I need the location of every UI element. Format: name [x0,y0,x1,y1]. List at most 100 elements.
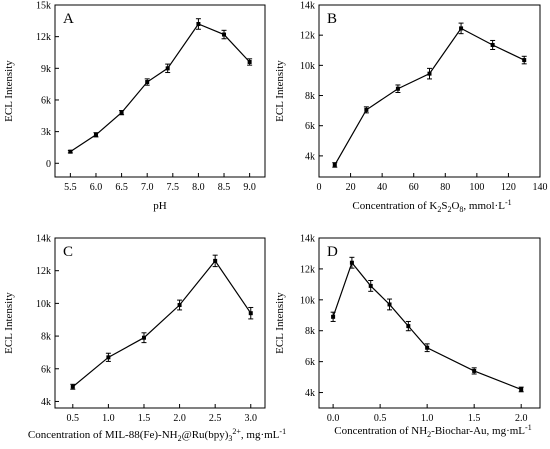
panel-b-y-axis-label: ECL Intensity [274,60,286,122]
panel-d-letter: D [327,244,338,260]
panel-c-x-axis-label: Concentration of MIL-88(Fe)-NH2@Ru(bpy)3… [28,427,286,443]
panel-c: 0.5 1.0 1.5 2.0 2.5 3.0 4k 6k 8k 10k 12k 14k C Concen… [3,234,286,444]
panel-b-frame [318,4,541,178]
panel-d-data-point [349,260,354,265]
panel-a-data-point [68,149,73,154]
panel-a-y-tick-label: 6k [41,95,51,106]
panel-c-data-point [248,311,253,316]
panel-b-x-tick-label: 40 [377,182,387,193]
panel-c-x-tick-label: 1.0 [102,413,115,424]
panel-c-data-point [106,355,111,360]
panel-b-x-tick-label: 120 [501,182,516,193]
panel-d: 0.0 0.5 1.0 1.5 2.0 4k 6k 8k 10k 12k 14k D Concentra… [274,234,541,439]
panel-a-x-tick-label: 9.0 [243,182,256,193]
panel-c-y-tick-label: 6k [41,364,51,375]
panel-b-y-tick-label: 6k [305,121,315,132]
panel-c-y-tick-label: 10k [36,299,51,310]
panel-d-y-tick-label: 12k [300,264,315,275]
panel-a-y-tick-label: 15k [36,1,51,12]
panel-a-x-axis-label: pH [153,200,167,212]
panel-d-data-point [519,387,524,392]
panel-c-y-tick-label: 12k [36,266,51,277]
panel-a-data-point [119,110,124,115]
panel-c-letter: C [63,244,73,260]
panel-b-x-tick-label: 100 [469,182,484,193]
panel-a-y-tick-label: 12k [36,32,51,43]
panel-a-letter: A [63,11,74,27]
panel-d-y-tick-label: 4k [305,388,315,399]
panel-d-x-tick-label: 0.0 [327,413,340,424]
panel-a: 5.5 6.0 6.5 7.0 7.5 8.0 8.5 9.0 0 3k 6k 9k 12k 15k ApH… [3,1,266,212]
panel-b-y-tick-label: 4k [305,151,315,162]
panel-d-series-line [332,261,522,391]
panel-b-series-line [334,27,525,166]
panel-d-data-point [425,345,430,350]
panel-b-x-tick-label: 80 [440,182,450,193]
panel-a-x-tick-label: 6.5 [115,182,128,193]
panel-a-data-point [196,21,201,26]
panel-b-x-tick-label: 20 [346,182,356,193]
panel-a-data-point [145,80,150,85]
panel-a-y-axis-label: ECL Intensity [3,60,15,122]
panel-b-y-tick-label: 12k [300,31,315,42]
panel-a-x-tick-label: 7.5 [167,182,180,193]
panel-d-data-point [406,324,411,329]
panel-a-y-tick-label: 0 [46,159,51,170]
panel-c-data-point [213,258,218,263]
panel-a-series-line [70,23,251,153]
panel-a-y-tick-label: 9k [41,64,51,75]
panel-b-x-axis-label: Concentration of K2S2O8, mmol·L-1 [352,198,511,214]
panel-d-y-tick-label: 6k [305,357,315,368]
panel-b-data-point [364,107,369,112]
panel-a-x-tick-label: 7.0 [141,182,154,193]
panel-b-x-tick-label: 0 [317,182,322,193]
panel-d-x-tick-label: 0.5 [374,413,387,424]
panel-b-data-point [427,71,432,76]
panel-c-data-point [141,335,146,340]
panel-b-y-tick-label: 14k [300,1,315,12]
panel-d-x-tick-label: 2.0 [515,413,528,424]
panel-c-frame [54,237,266,409]
panel-d-x-tick-label: 1.0 [421,413,434,424]
panel-c-y-tick-label: 14k [36,234,51,245]
panel-d-y-tick-label: 10k [300,295,315,306]
panel-d-frame [318,237,541,409]
panel-c-x-tick-label: 0.5 [67,413,80,424]
panel-b-data-point [395,86,400,91]
panel-a-x-tick-label: 8.0 [192,182,205,193]
panel-b: 0 20 40 60 80 100 120 140 4k 6k 8k 10k 12k 14k B Concen… [274,1,548,215]
panel-a-data-point [165,66,170,71]
panel-c-data-point [177,303,182,308]
panel-b-letter: B [327,11,337,27]
panel-d-data-point [387,302,392,307]
panel-b-data-point [522,58,527,63]
panel-d-x-tick-label: 1.5 [468,413,481,424]
panel-a-data-point [222,32,227,37]
panel-d-y-tick-label: 8k [305,326,315,337]
panel-d-y-axis-label: ECL Intensity [274,292,286,354]
panel-c-series-line [72,259,252,388]
panel-d-data-point [472,368,477,373]
panel-c-y-tick-label: 4k [41,397,51,408]
panel-c-x-tick-label: 2.0 [173,413,186,424]
panel-d-data-point [331,314,336,319]
panel-b-y-tick-label: 8k [305,91,315,102]
panel-b-x-tick-label: 140 [533,182,548,193]
panel-b-data-point [332,162,337,167]
panel-a-frame [54,4,266,178]
panel-a-x-tick-label: 5.5 [64,182,77,193]
panel-b-x-tick-label: 60 [409,182,419,193]
panel-c-data-point [70,384,75,389]
panel-d-y-tick-label: 14k [300,234,315,245]
panel-c-y-tick-label: 8k [41,332,51,343]
panel-a-data-point [93,132,98,137]
panel-d-x-axis-label: Concentration of NH2-Biochar-Au, mg·mL-1 [334,423,531,439]
panel-a-data-point [247,59,252,64]
panel-a-y-tick-label: 3k [41,127,51,138]
panel-d-data-point [368,283,373,288]
panel-a-x-tick-label: 6.0 [90,182,103,193]
panel-c-x-tick-label: 2.5 [209,413,222,424]
panel-a-x-tick-label: 8.5 [218,182,231,193]
panel-c-x-tick-label: 3.0 [245,413,258,424]
